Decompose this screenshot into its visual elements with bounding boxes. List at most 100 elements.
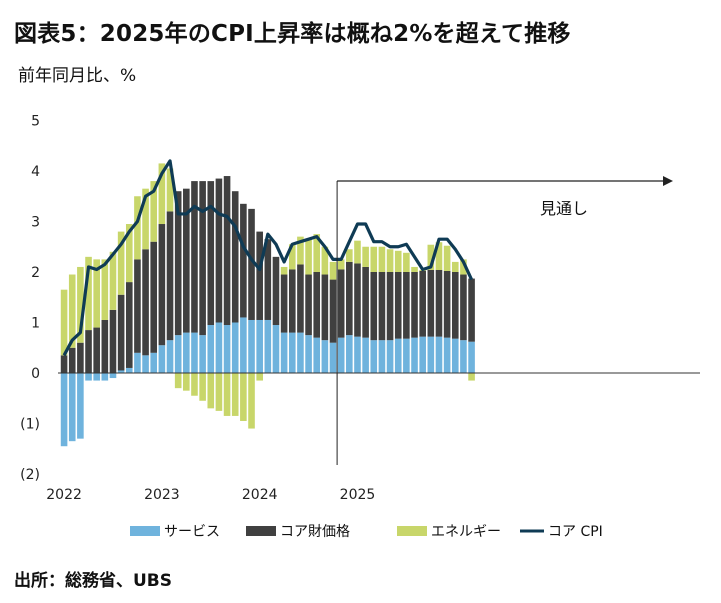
bar-services (354, 336, 361, 373)
bar-services (134, 352, 141, 373)
bar-core-goods (419, 270, 426, 337)
bar-core-goods (248, 208, 255, 320)
bar-energy (337, 259, 345, 270)
legend-label-energy: エネルギー (431, 524, 501, 540)
bar-energy (174, 373, 182, 389)
bar-core-goods (215, 178, 223, 323)
bar-services (313, 337, 321, 373)
legend-swatch-services (130, 526, 160, 536)
bar-energy (411, 266, 418, 272)
bar-energy (451, 261, 459, 272)
bar-services (337, 337, 345, 373)
bar-core-goods (337, 269, 345, 338)
y-tick-label: (1) (20, 417, 40, 433)
line-core-cpi (62, 159, 474, 357)
bar-services (451, 338, 459, 373)
bar-energy (223, 373, 231, 416)
forecast-label: 見通し (540, 199, 588, 218)
bar-services (419, 336, 426, 373)
bar-energy (378, 246, 386, 272)
bar-energy (362, 246, 369, 267)
bar-services (256, 319, 263, 373)
bar-services (248, 319, 255, 373)
bar-core-goods (166, 211, 174, 341)
legend-swatch-core-goods (246, 526, 276, 536)
bar-energy (93, 259, 100, 328)
bar-services (215, 322, 223, 373)
bar-core-goods (125, 282, 133, 368)
forecast-arrow-head (663, 176, 673, 186)
bar-services (321, 340, 329, 373)
bar-energy (346, 249, 353, 262)
bar-energy (150, 181, 158, 242)
y-tick-label: 4 (31, 164, 40, 180)
bar-core-goods (142, 249, 149, 356)
bar-services (435, 336, 443, 373)
bar-core-goods (77, 342, 84, 373)
bar-energy (280, 266, 288, 275)
bar-services (207, 325, 215, 373)
bar-core-goods (280, 274, 288, 333)
bar-services (394, 338, 402, 373)
bar-core-goods (288, 269, 296, 333)
bar-core-goods (117, 294, 125, 371)
y-tick-label: (2) (20, 467, 40, 483)
legend-label-core-goods: コア財価格 (280, 524, 350, 540)
legend-label-services: サービス (164, 524, 220, 540)
x-tick-label: 2023 (144, 487, 180, 503)
bar-services (297, 332, 304, 373)
bar-core-goods (354, 263, 361, 337)
x-tick-label: 2024 (242, 487, 278, 503)
bar-energy (354, 240, 361, 264)
bar-energy (85, 256, 92, 331)
bar-services (150, 352, 158, 373)
bar-energy (256, 373, 263, 381)
bar-services (362, 337, 369, 373)
bar-core-goods (223, 176, 231, 326)
bar-core-goods (403, 272, 410, 339)
bar-core-goods (256, 231, 263, 320)
bar-services (346, 335, 353, 374)
bar-energy (134, 196, 141, 260)
bar-core-goods (297, 264, 304, 333)
bar-services (93, 373, 100, 381)
bar-energy (183, 373, 190, 391)
bar-core-goods (101, 319, 109, 373)
bar-services (240, 317, 247, 373)
bar-energy (60, 289, 68, 356)
bar-energy (199, 373, 206, 401)
bar-energy (117, 231, 125, 295)
bar-services (386, 340, 394, 373)
bar-core-goods (329, 279, 337, 343)
bar-core-goods (60, 355, 68, 373)
bar-energy (248, 373, 255, 429)
bar-core-goods (451, 272, 459, 339)
bar-services (223, 325, 231, 373)
y-tick-label: 5 (31, 114, 40, 130)
y-tick-label: 0 (31, 366, 40, 382)
bar-energy (305, 239, 312, 275)
bar-core-goods (411, 272, 418, 338)
axes-layer: 5 4 3 2 1 0 (1) (2) 2022 2023 2024 2025 (20, 114, 700, 503)
bar-services (166, 340, 174, 373)
bar-energy (77, 266, 84, 343)
bar-energy (166, 168, 174, 212)
bar-energy (329, 261, 337, 280)
bar-core-goods (207, 181, 215, 326)
bar-energy (207, 373, 215, 409)
bar-services (443, 337, 451, 373)
bar-core-goods (199, 181, 206, 336)
bar-energy (427, 244, 435, 270)
bar-core-goods (183, 188, 190, 333)
bar-energy (101, 259, 109, 320)
bar-energy (468, 373, 475, 381)
forecast-annotation: 見通し (336, 176, 673, 465)
x-tick-label: 2022 (46, 487, 82, 503)
bar-core-goods (394, 272, 402, 339)
bar-services (85, 373, 92, 381)
y-tick-label: 2 (31, 265, 40, 281)
bar-energy (231, 373, 239, 416)
bar-services (370, 340, 378, 373)
bar-services (174, 335, 182, 374)
bars-layer (60, 163, 475, 447)
